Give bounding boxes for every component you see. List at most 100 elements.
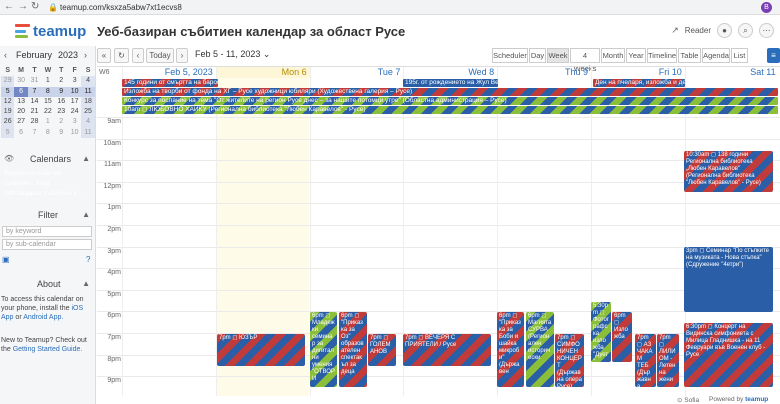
mini-day[interactable]: 4 [81,117,95,128]
view-scheduler[interactable]: Scheduler [492,48,528,63]
event[interactable]: 7pm ◻ ГОЛЕМАНОВ [368,334,396,366]
view-year[interactable]: Year [626,48,646,63]
event[interactable]: 7pm ◻ ЛИЛИ ОМ - Летен на жени [657,334,679,387]
getting-started-link[interactable]: Getting Started Guide. [12,346,83,353]
day-header[interactable]: Wed 8 [403,67,497,78]
mini-day[interactable]: 16 [57,97,66,105]
lock-icon[interactable]: 🔒 [48,3,58,12]
mini-day[interactable]: 17 [70,97,79,105]
view-table[interactable]: Table [678,48,701,63]
menu-button[interactable]: ≡ [767,48,780,63]
mini-day[interactable]: 26 [1,117,15,128]
hour-row[interactable]: 3pm [97,246,780,269]
mini-day[interactable]: 2 [59,118,64,126]
event[interactable]: 6pm ◻ Младежки семинар за дигитални умен… [310,312,337,387]
mini-day[interactable]: 13 [17,97,25,105]
mini-day[interactable]: 7 [32,128,37,136]
date-range[interactable]: Feb 5 - 11, 2023 ⌄ [195,49,271,59]
event[interactable]: 5:30pm ◻ Фотографска изложба "Дует" [591,302,611,362]
mini-day[interactable]: 10 [67,86,82,97]
view-4-weeks[interactable]: 4 Weeks [570,48,600,73]
collapse-icon[interactable]: ▲ [82,154,90,163]
event[interactable]: 7pm ◻ СИМФОНИЧЕН КОНЦЕРТ (Държавна опера… [555,334,584,387]
mini-day[interactable]: 9 [59,128,64,136]
refresh-button[interactable]: ↻ [114,48,129,63]
hour-row[interactable]: 6pm [97,311,780,333]
forward-icon[interactable]: → [18,1,28,12]
more-icon[interactable]: ⋯ [759,23,774,38]
mini-day[interactable]: 4 [81,76,95,87]
event[interactable]: 7pm ◻ ВЕЧЕРЯ С ПРИЯТЕЛИ / Русе [403,334,491,366]
event[interactable]: 6pm ◻ Изложба [612,312,632,362]
day-header[interactable]: Sat 11 [684,67,779,78]
subcalendar-select[interactable]: by sub-calendar [2,239,92,250]
mini-day[interactable]: 11 [81,86,95,97]
calendars-header[interactable]: 👁 Calendars ▲ [0,154,96,166]
help-icon[interactable]: ? [86,255,91,264]
hour-row[interactable]: 10am [97,138,780,161]
hour-row[interactable]: 1pm [97,203,780,225]
hour-row[interactable]: 7pm [97,333,780,355]
search-icon[interactable]: ⌕ [738,23,753,38]
day-header[interactable]: Feb 5, 2023 [122,67,216,78]
back-icon[interactable]: ← [4,1,14,12]
mini-year[interactable]: 2023 [58,50,79,60]
mini-day[interactable]: 12 [1,96,15,108]
collapse-sidebar-button[interactable]: « [97,48,111,63]
event[interactable]: 6:30pm ◻ Концерт на Видинска симфониета … [684,323,773,387]
allday-event[interactable]: Изложба на творби от фонда на ХГ – Русе … [122,88,778,96]
teamup-logo[interactable]: teamup [15,23,86,40]
mini-day[interactable]: 5 [1,127,15,139]
calendar-free-events[interactable]: безплатни събития [2,170,92,178]
next-week-button[interactable]: › [176,48,188,63]
collapse-icon[interactable]: ▲ [82,279,90,288]
hour-row[interactable]: 4pm [97,268,780,290]
event[interactable]: 6pm ◻ "Приказка за Оз" образователен спе… [339,312,367,387]
mini-day[interactable]: 24 [70,108,79,116]
android-app-link[interactable]: Android App. [23,314,64,321]
day-header[interactable]: Mon 6 [215,67,310,78]
mini-day[interactable]: 8 [45,128,50,136]
mini-day[interactable]: 20 [17,108,25,116]
allday-event[interactable]: 145 години от смъртта на барон [122,79,218,87]
calendar-icon[interactable]: ▣ [2,255,10,264]
mini-day[interactable]: 31 [30,77,39,85]
mini-day[interactable]: 3 [72,77,77,85]
mini-day[interactable]: 21 [30,108,39,116]
share-icon[interactable]: ↗ [671,25,679,35]
calendar-main[interactable]: Уеб-базиран събитиен к... [2,190,92,198]
mini-day[interactable]: 9 [54,86,68,97]
mini-day[interactable]: 10 [70,128,79,136]
mini-day[interactable]: 25 [81,107,95,118]
allday-event[interactable]: 195г. от рождението на Жул Верн [403,79,498,87]
collapse-icon[interactable]: ▲ [82,210,90,219]
event[interactable]: 10:30am ◻ 138 години Регионална библиоте… [684,151,773,192]
event[interactable]: 3pm ◻ Семинар "По стъпките на музиката -… [684,247,773,312]
profile-avatar[interactable]: B [761,2,772,13]
allday-event[interactable]: Конкурс за послание на тема "От жителите… [122,97,778,105]
mini-day[interactable]: 27 [17,118,25,126]
address-bar[interactable]: teamup.com/ksxza5abw7xt1ecvs8 [60,3,182,12]
today-button[interactable]: Today [146,48,174,63]
ios-app-link[interactable]: iOS App [1,305,84,321]
reload-icon[interactable]: ↻ [31,1,40,12]
hour-row[interactable]: 11am [97,160,780,182]
mini-day[interactable]: 22 [43,108,52,116]
user-icon[interactable]: ● [717,23,732,38]
mini-day[interactable]: 1 [45,118,50,126]
next-month-icon[interactable]: › [84,50,87,60]
mini-day[interactable]: 1 [45,77,50,85]
event[interactable]: 6pm ◻ Магията СУРВА (Регионален историче… [526,312,554,387]
hour-row[interactable]: 12pm [97,181,780,204]
mini-day[interactable]: 2 [59,77,64,85]
event[interactable]: 7pm ◻ ЮЗЪР [217,334,305,366]
mini-day[interactable]: 11 [81,127,95,139]
day-header[interactable]: Tue 7 [309,67,404,78]
mini-day[interactable]: 29 [1,76,15,87]
allday-event[interactable]: 10am ◻ ЛЮБОВНО ХАЙКУ (Регионална библиот… [122,106,778,114]
mini-day[interactable]: 19 [1,107,15,118]
event[interactable]: 7pm ◻ АЗ ЧАКАМ ТЕБ (Държавна опера [635,334,656,387]
hour-row[interactable]: 5pm [97,289,780,312]
mini-month[interactable]: February [16,50,53,60]
mini-day[interactable]: 6 [19,128,24,136]
